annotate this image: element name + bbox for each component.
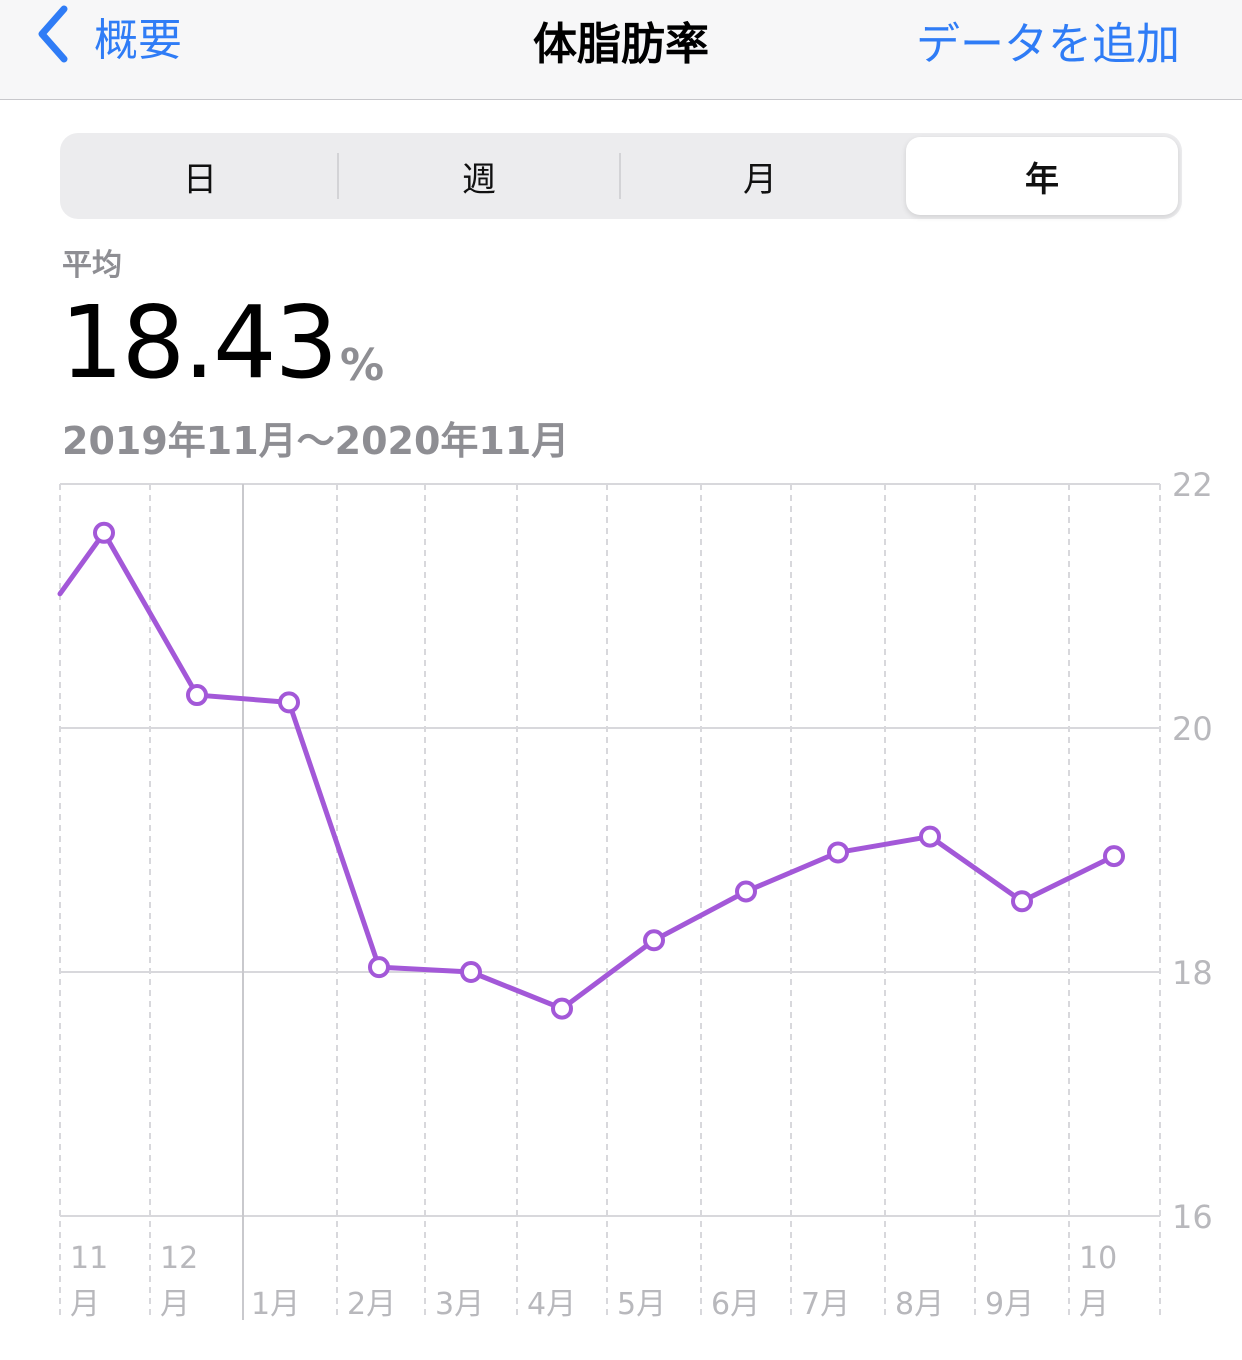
x-tick-label: 月 [1079,1287,1109,1322]
add-data-button[interactable]: データを追加 [916,19,1180,70]
body-fat-line-chart: 16 18 20 22 11 月 12 月 1月 2月 3月 4月 5月 6月 7月 8月 9月 10 月 [57,466,1213,1322]
x-tick-label: 6月 [711,1287,760,1322]
x-tick-label: 2月 [347,1287,396,1322]
chevron-left-icon [34,5,72,67]
data-point [460,961,482,983]
data-point [919,825,941,848]
back-label: 概要 [94,15,182,66]
x-tick-label: 月 [70,1287,100,1322]
x-tick-label: 9月 [985,1287,1034,1322]
data-point [551,997,573,1020]
data-point [186,684,208,707]
segment-week[interactable]: 週 [462,159,496,200]
x-tick-label: 10 [1079,1241,1117,1276]
x-tick-label: 月 [160,1287,190,1322]
segment-divider [337,153,339,199]
segment-year[interactable]: 年 [906,137,1178,215]
y-tick-label: 18 [1172,954,1213,992]
navigation-bar: 概要 体脂肪率 データを追加 [0,0,1242,100]
average-unit: % [340,340,385,391]
series-line [57,530,1117,1012]
data-point [643,929,665,952]
y-tick-label: 22 [1172,466,1213,504]
back-button[interactable]: 概要 [34,5,182,67]
x-tick-label: 12 [160,1241,198,1276]
x-tick-label: 4月 [527,1287,576,1322]
average-value: 18.43 [60,284,338,401]
date-range: 2019年11月〜2020年11月 [62,419,570,463]
segment-day[interactable]: 日 [183,159,217,200]
data-point [827,841,849,864]
average-label: 平均 [62,248,122,283]
page-title: 体脂肪率 [533,19,709,70]
data-point [368,956,390,979]
x-tick-label: 11 [70,1241,108,1276]
time-range-segmented-control: 日 週 月 年 [60,133,1182,219]
x-tick-label: 8月 [895,1287,944,1322]
data-point [1103,845,1125,868]
segment-divider [619,153,621,199]
y-tick-label: 16 [1172,1198,1213,1236]
y-tick-label: 20 [1172,710,1213,748]
x-tick-label: 3月 [435,1287,484,1322]
data-point [93,521,115,544]
data-point [278,691,300,714]
x-tick-label: 1月 [251,1287,300,1322]
segment-month[interactable]: 月 [743,159,777,200]
x-tick-label: 5月 [617,1287,666,1322]
data-point [1011,890,1033,913]
data-point [735,880,757,903]
x-tick-label: 7月 [801,1287,850,1322]
